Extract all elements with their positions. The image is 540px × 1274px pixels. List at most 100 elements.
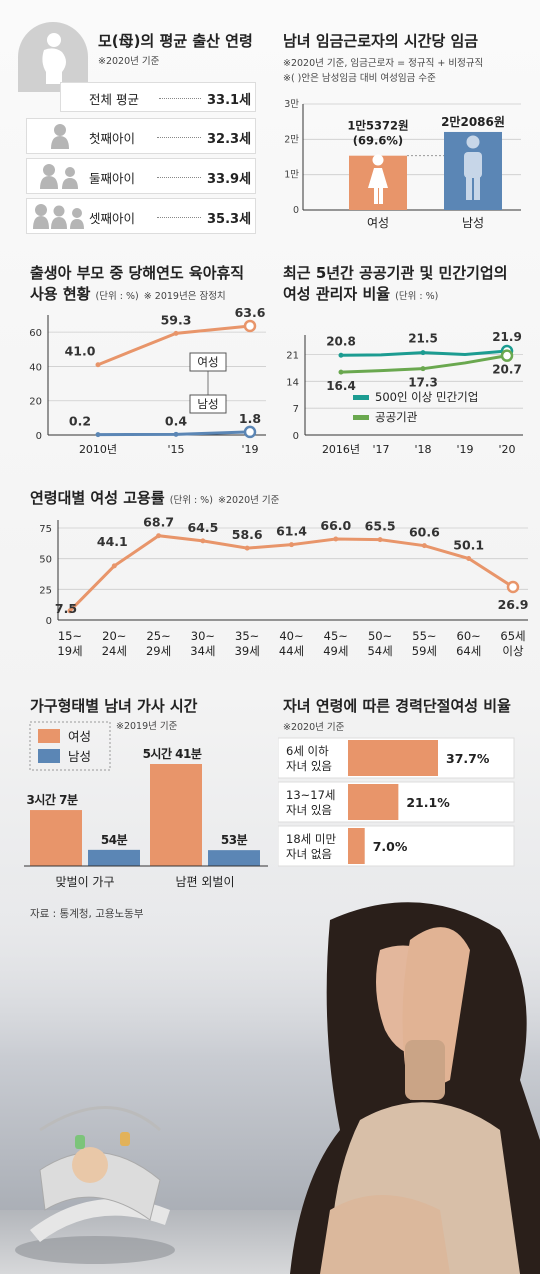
- x-tick-label: 2016년: [322, 443, 360, 456]
- data-label: 63.6: [235, 305, 266, 320]
- data-label: 61.4: [276, 524, 307, 539]
- data-label: 59.3: [161, 312, 192, 327]
- dotted-leader: [157, 137, 201, 138]
- x-tick-label: 65세 이상: [500, 629, 525, 658]
- bar-value: [348, 828, 365, 864]
- dotted-leader: [157, 217, 201, 218]
- data-point: [338, 352, 344, 358]
- wage-title: 남녀 임금근로자의 시간당 임금: [283, 32, 479, 50]
- data-label: 1.8: [239, 411, 261, 426]
- leave-title-line2: 사용 현황: [30, 285, 91, 303]
- data-label: 54분: [101, 833, 128, 847]
- data-point: [421, 543, 427, 549]
- data-point: [200, 538, 206, 544]
- career-note: ※2020년 기준: [283, 722, 345, 733]
- x-tick-label: 55~ 59세: [412, 629, 437, 658]
- manager-chart: 0 7 14 21 2016년 '17 '18 '19 '20 20.8 21.5 21.9 16.4 1…: [286, 330, 523, 456]
- male-person-icon: [474, 176, 480, 200]
- data-label: 21.5: [408, 332, 438, 346]
- x-tick-label: 40~ 44세: [279, 629, 304, 658]
- x-tick-label: 50~ 54세: [367, 629, 392, 658]
- dotted-leader: [159, 98, 201, 99]
- data-label-male: 2만2086원: [441, 114, 505, 129]
- legend-label: 여성: [68, 729, 91, 744]
- age-row-label: 둘째아이: [89, 171, 136, 186]
- data-label: 26.9: [498, 597, 529, 612]
- data-label: 21.9: [492, 330, 522, 344]
- data-point: [243, 319, 257, 333]
- category-label: 남편 외벌이: [175, 875, 234, 889]
- x-tick-label: 2010년: [79, 443, 117, 456]
- data-label: 41.0: [65, 344, 96, 359]
- age-row-first: 첫째아이 32.3세: [26, 118, 256, 154]
- leave-title-line2-row: 사용 현황 (단위 : %) ※ 2019년은 잠정치: [30, 283, 226, 304]
- data-point: [173, 431, 179, 437]
- leave-unit: (단위 : %): [95, 291, 139, 302]
- y-tick-label: 14: [286, 377, 299, 388]
- category-label: 남성: [462, 216, 484, 230]
- age-row-label: 전체 평균: [89, 92, 139, 107]
- male-person-icon: [464, 152, 482, 178]
- data-label: 20.8: [326, 334, 356, 348]
- dotted-leader: [157, 177, 201, 178]
- x-tick-label: 35~ 39세: [235, 629, 260, 658]
- x-tick-label: 60~ 64세: [456, 629, 481, 658]
- data-point: [420, 366, 426, 372]
- bar-female: [30, 810, 82, 866]
- data-label: 66.0: [320, 518, 351, 533]
- legend-swatch: [38, 729, 60, 743]
- employment-title: 연령대별 여성 고용률: [30, 489, 165, 507]
- data-label: 0.2: [69, 414, 91, 429]
- data-point: [95, 362, 101, 368]
- legend-box: [29, 721, 111, 771]
- legend-swatch: [353, 415, 369, 420]
- leave-chart: 0 20 40 60 2010년 '15 '19 41.0 59.3 63.6 0.2 0.4 1.8 여…: [29, 305, 266, 456]
- x-tick-label: '19: [241, 443, 258, 456]
- x-tick-label: 25~ 29세: [146, 629, 171, 658]
- legend-label: 남성: [68, 749, 91, 764]
- y-tick-label: 2만: [284, 134, 299, 145]
- data-point: [156, 533, 162, 539]
- age-row-value: 33.9세: [207, 172, 252, 187]
- category-label: 여성: [367, 216, 389, 230]
- bar-value: [348, 740, 438, 776]
- employment-chart: 0 25 50 75 15~ 19세 20~ 24세 25~ 29세 30~ 34세 35~ 39세 40~…: [39, 515, 529, 658]
- data-label: 65.5: [365, 519, 396, 534]
- three-children-icon: [33, 204, 84, 229]
- y-tick-label: 20: [29, 397, 42, 408]
- data-label: 16.4: [326, 379, 356, 393]
- y-tick-label: 25: [39, 585, 52, 596]
- data-label: 50.1: [453, 538, 484, 553]
- data-label: 21.1%: [406, 795, 450, 810]
- data-label: 20.7: [492, 363, 522, 377]
- x-tick-label: '20: [498, 443, 515, 456]
- x-tick-label: 30~ 34세: [190, 629, 215, 658]
- data-point: [333, 536, 339, 542]
- mother-age-panel: 모(母)의 평균 출산 연령 ※2020년 기준: [18, 22, 270, 262]
- one-child-icon: [51, 124, 69, 149]
- male-person-icon: [466, 135, 480, 149]
- employment-unit: (단위 : %): [169, 495, 213, 506]
- legend-label: 500인 이상 민간기업: [375, 390, 478, 404]
- wage-note-2: ※( )안은 남성임금 대비 여성임금 수준: [283, 73, 436, 84]
- leave-note: ※ 2019년은 잠정치: [143, 291, 226, 302]
- data-point: [377, 537, 383, 543]
- y-tick-label: 75: [39, 524, 52, 535]
- data-label: 58.6: [232, 527, 263, 542]
- data-point: [111, 563, 117, 569]
- category-label: 6세 이하 자녀 있음: [286, 744, 332, 773]
- bar-value: [348, 784, 399, 820]
- y-tick-label: 0: [46, 616, 52, 627]
- data-label: 3시간 7분: [27, 792, 78, 807]
- data-point: [244, 545, 250, 551]
- manager-title-line2: 여성 관리자 비율: [283, 285, 391, 303]
- y-tick-label: 40: [29, 362, 42, 373]
- housework-note: ※2019년 기준: [116, 721, 178, 732]
- y-tick-label: 0: [293, 205, 299, 216]
- data-label-female: 1만5372원 (69.6%): [347, 119, 408, 148]
- y-tick-label: 0: [36, 431, 42, 442]
- manager-unit: (단위 : %): [395, 291, 439, 302]
- manager-title-line1: 최근 5년간 공공기관 및 민간기업의: [283, 264, 508, 282]
